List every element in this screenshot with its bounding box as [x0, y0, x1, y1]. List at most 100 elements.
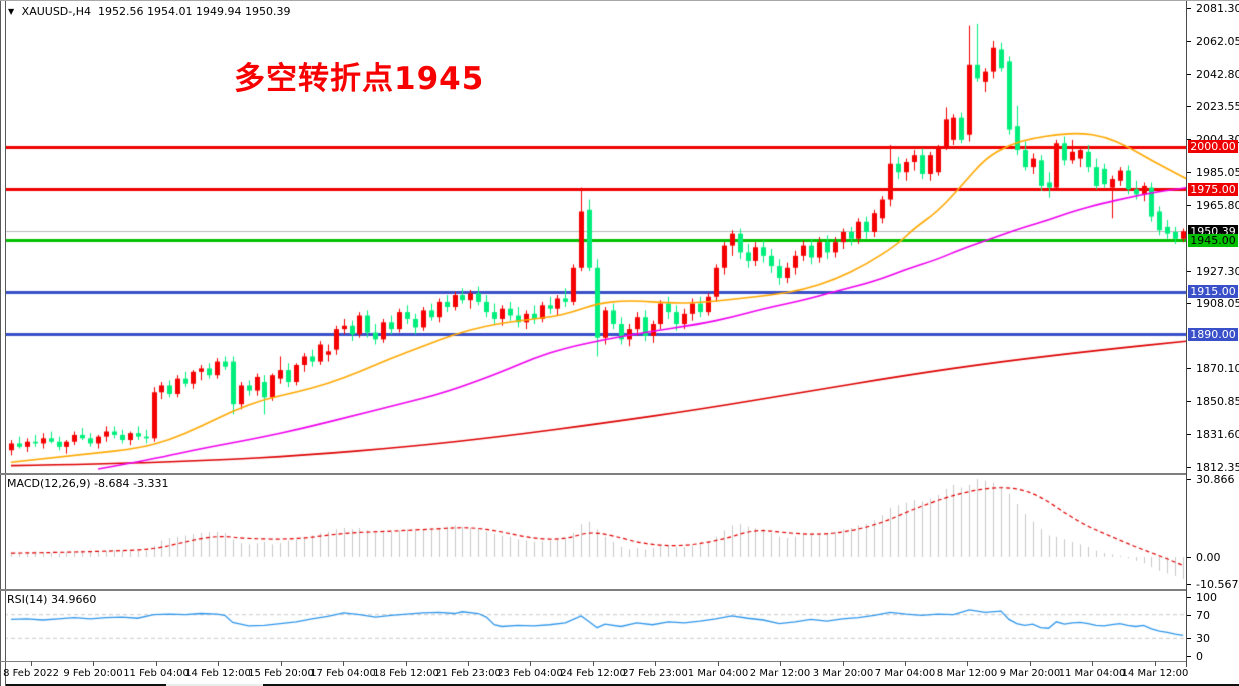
time-tick-mark	[593, 661, 594, 666]
time-tick-mark	[406, 661, 407, 666]
main-price-chart[interactable]	[4, 1, 1186, 473]
time-axis-label: 24 Feb 12:00	[560, 668, 626, 679]
time-tick-mark	[905, 661, 906, 666]
time-axis-label: 14 Feb 12:00	[185, 668, 251, 679]
price-tick-label: 2042.80	[1196, 67, 1239, 81]
time-tick-mark	[780, 661, 781, 666]
time-tick-mark	[218, 661, 219, 666]
price-tick-mark	[1187, 434, 1191, 435]
macd-indicator-label: MACD(12,26,9) -8.684 -3.331	[7, 477, 169, 490]
price-tick-mark	[1187, 41, 1191, 42]
window-left-border	[0, 1, 6, 686]
price-tick-mark	[1187, 106, 1191, 107]
time-axis-label: 11 Feb 04:00	[123, 668, 189, 679]
panel-separator[interactable]	[0, 589, 1239, 591]
macd-indicator-pane[interactable]	[4, 475, 1186, 587]
time-axis-label: 8 Feb 2022	[3, 668, 59, 679]
time-axis-label: 1 Mar 04:00	[687, 668, 749, 679]
rsi-tick-label: 0	[1196, 650, 1203, 663]
time-tick-mark	[281, 661, 282, 666]
price-tick-label: 2023.55	[1196, 100, 1239, 114]
time-axis-label: 9 Feb 20:00	[63, 668, 123, 679]
time-tick-mark	[718, 661, 719, 666]
time-axis-label: 14 Mar 12:00	[1121, 668, 1189, 679]
price-tick-mark	[1187, 8, 1191, 9]
time-axis-label: 18 Feb 12:00	[373, 668, 439, 679]
time-tick-mark	[468, 661, 469, 666]
ohlc-values: 1952.56 1954.01 1949.94 1950.39	[98, 5, 291, 18]
time-tick-mark	[655, 661, 656, 666]
time-axis-label: 21 Feb 23:00	[435, 668, 501, 679]
macd-tick-mark	[1187, 557, 1191, 558]
panel-separator[interactable]	[0, 473, 1239, 475]
price-tick-label: 1870.10	[1196, 362, 1239, 376]
time-tick-mark	[843, 661, 844, 666]
scrollbar-segment[interactable]	[263, 684, 1239, 686]
price-tick-mark	[1187, 74, 1191, 75]
price-tick-label: 1831.60	[1196, 427, 1239, 441]
price-tick-mark	[1187, 467, 1191, 468]
time-axis-label: 17 Feb 04:00	[310, 668, 376, 679]
dropdown-triangle-icon[interactable]: ▼	[8, 7, 15, 16]
price-level-badge: 1890.00	[1188, 327, 1238, 341]
price-tick-mark	[1187, 271, 1191, 272]
rsi-tick-label: 100	[1196, 591, 1217, 604]
price-tick-mark	[1187, 172, 1191, 173]
time-tick-mark	[530, 661, 531, 666]
price-tick-mark	[1187, 303, 1191, 304]
price-level-badge: 1945.00	[1188, 233, 1238, 247]
time-tick-mark	[1030, 661, 1031, 666]
rsi-indicator-label: RSI(14) 34.9660	[7, 593, 97, 606]
price-scale-axis[interactable]: 2081.302062.052042.802023.552004.301985.…	[1186, 1, 1239, 667]
time-axis[interactable]: 8 Feb 2022 9 Feb 20:00 11 Feb 04:00 14 Feb …	[0, 667, 1239, 683]
time-axis-label: 11 Mar 04:00	[1058, 668, 1126, 679]
price-tick-mark	[1187, 139, 1191, 140]
macd-tick-label: 30.866	[1196, 473, 1235, 486]
scrollbar-segment[interactable]	[0, 684, 166, 686]
price-tick-label: 1850.85	[1196, 395, 1239, 409]
time-axis-label: 7 Mar 04:00	[874, 668, 936, 679]
time-axis-label: 15 Feb 20:00	[248, 668, 314, 679]
time-tick-mark	[156, 661, 157, 666]
price-tick-label: 1985.05	[1196, 166, 1239, 180]
time-tick-mark	[31, 661, 32, 666]
chart-annotation-text: 多空转折点1945	[234, 61, 485, 97]
rsi-tick-label: 70	[1196, 608, 1210, 622]
price-tick-label: 1908.05	[1196, 297, 1239, 311]
time-axis-label: 2 Mar 12:00	[749, 668, 811, 679]
price-tick-mark	[1187, 205, 1191, 206]
time-tick-mark	[1092, 661, 1093, 666]
time-axis-label: 27 Feb 23:00	[622, 668, 688, 679]
price-level-badge: 1975.00	[1188, 182, 1238, 196]
time-tick-mark	[93, 661, 94, 666]
horizontal-scrollbar[interactable]	[0, 684, 1239, 686]
rsi-indicator-pane[interactable]	[4, 591, 1186, 661]
macd-tick-label: -10.567	[1196, 577, 1239, 591]
scrollbar-segment[interactable]	[166, 684, 263, 686]
price-tick-label: 1927.30	[1196, 264, 1239, 278]
price-tick-mark	[1187, 401, 1191, 402]
axis-separator	[0, 661, 1239, 662]
rsi-tick-label: 30	[1196, 632, 1210, 646]
symbol-timeframe-label: XAUUSD-,H4	[21, 5, 92, 18]
price-level-badge: 1915.00	[1188, 285, 1238, 299]
time-axis-label: 23 Feb 04:00	[497, 668, 563, 679]
rsi-tick-mark	[1187, 656, 1191, 657]
rsi-tick-mark	[1187, 597, 1191, 598]
time-tick-mark	[343, 661, 344, 666]
time-axis-label: 8 Mar 12:00	[936, 668, 998, 679]
chart-header: ▼ XAUUSD-,H4 1952.56 1954.01 1949.94 195…	[8, 5, 290, 18]
time-axis-label: 3 Mar 20:00	[812, 668, 874, 679]
time-tick-mark	[1155, 661, 1156, 666]
time-tick-mark	[967, 661, 968, 666]
price-level-badge: 2000.00	[1188, 140, 1238, 154]
price-tick-label: 1812.35	[1196, 460, 1239, 474]
time-axis-label: 9 Mar 20:00	[999, 668, 1061, 679]
rsi-tick-mark	[1187, 615, 1191, 616]
price-tick-label: 2062.05	[1196, 34, 1239, 48]
price-tick-label: 1965.80	[1196, 198, 1239, 212]
macd-tick-label: 0.00	[1196, 551, 1221, 564]
macd-tick-mark	[1187, 584, 1191, 585]
macd-tick-mark	[1187, 479, 1191, 480]
